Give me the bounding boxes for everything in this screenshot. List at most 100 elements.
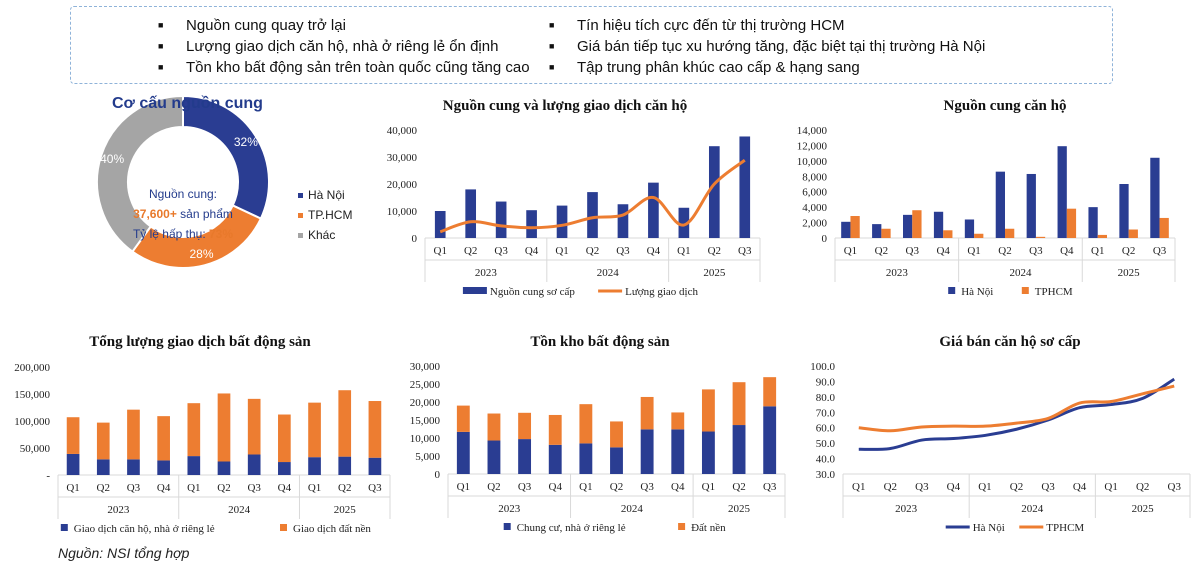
chart-title: Tổng lượng giao dịch bất động sản [89, 334, 311, 350]
x-tick-label: Q1 [66, 482, 79, 494]
bar [1035, 236, 1046, 238]
bar-segment [701, 431, 715, 474]
x-group-label: 2024 [621, 503, 644, 515]
bar [933, 211, 944, 238]
bar-segment [247, 398, 261, 455]
y-tick-label: 30.0 [816, 469, 836, 481]
bar-segment [247, 454, 261, 475]
bar [1026, 173, 1036, 238]
bar [872, 224, 882, 238]
bar-segment [368, 457, 382, 475]
legend-hanoi: Hà Nội [298, 188, 345, 202]
x-tick-label: Q4 [278, 482, 292, 494]
x-tick-label: Q2 [708, 245, 721, 257]
donut-slice-label: 40% [100, 152, 124, 166]
bar-segment [671, 412, 685, 430]
x-group-label: 2025 [1132, 503, 1155, 515]
highlights-box: Nguồn cung quay trở lại Lượng giao dịch … [70, 6, 1113, 84]
y-tick-label: 30,000 [410, 361, 441, 373]
bar-segment [732, 382, 746, 426]
y-tick-label: 100.0 [810, 361, 835, 373]
x-tick-label: Q2 [732, 481, 745, 493]
bar-segment [763, 406, 777, 474]
y-tick-label: 40.0 [816, 454, 836, 466]
highlight-item: Nguồn cung quay trở lại [158, 17, 346, 34]
legend-swatch [1021, 287, 1029, 294]
x-tick-label: Q3 [1153, 245, 1167, 257]
bar-segment [96, 422, 110, 460]
x-tick-label: Q1 [1104, 481, 1117, 493]
legend-swatch [678, 523, 686, 530]
x-tick-label: Q2 [586, 245, 599, 257]
legend-swatch [503, 523, 511, 530]
y-tick-label: 50.0 [816, 438, 836, 450]
x-tick-label: Q3 [1041, 481, 1055, 493]
legend-swatch [60, 524, 68, 531]
x-tick-label: Q2 [217, 482, 230, 494]
x-group-label: 2024 [1021, 503, 1044, 515]
x-tick-label: Q2 [1136, 481, 1149, 493]
y-tick-label: 10,000 [797, 156, 828, 168]
y-tick-label: 0 [412, 233, 418, 245]
x-tick-label: Q2 [875, 245, 888, 257]
x-group-label: 2023 [498, 503, 521, 515]
x-tick-label: Q3 [738, 245, 752, 257]
x-tick-label: Q4 [947, 481, 961, 493]
bar [495, 201, 507, 238]
bar [708, 146, 720, 238]
bar-segment [763, 377, 777, 407]
x-tick-label: Q3 [616, 245, 630, 257]
legend-label: Chung cư, nhà ở riêng lẻ [517, 522, 626, 534]
x-tick-label: Q1 [579, 481, 592, 493]
x-tick-label: Q4 [157, 482, 171, 494]
x-group-label: 2025 [334, 504, 357, 516]
bar [1066, 208, 1077, 238]
legend-label: Đất nền [691, 522, 726, 534]
x-tick-label: Q3 [127, 482, 141, 494]
y-tick-label: 40,000 [387, 125, 418, 137]
source-note: Nguồn: NSI tổng hợp [58, 545, 190, 561]
bar [1150, 157, 1160, 238]
x-tick-label: Q3 [1029, 245, 1043, 257]
bar-segment [610, 421, 623, 448]
bar [903, 214, 913, 238]
x-tick-label: Q1 [967, 245, 980, 257]
x-group-label: 2023 [886, 267, 909, 279]
y-tick-label: 60.0 [816, 423, 836, 435]
bar [995, 171, 1005, 238]
y-tick-label: 15,000 [410, 415, 441, 427]
x-tick-label: Q2 [487, 481, 500, 493]
donut-center-label: Nguồn cung: [148, 187, 218, 201]
bar-segment [338, 456, 352, 475]
x-tick-label: Q4 [549, 481, 563, 493]
bar [1088, 207, 1098, 238]
bar [850, 216, 860, 238]
x-tick-label: Q1 [852, 481, 865, 493]
x-tick-label: Q2 [998, 245, 1011, 257]
bar-segment [127, 459, 140, 475]
supply-value: 37,600+ [133, 207, 177, 221]
donut-slice-label: 32% [234, 135, 258, 149]
bar [964, 219, 975, 238]
bar [943, 230, 953, 238]
bar-segment [308, 402, 321, 458]
bar-segment [96, 459, 110, 475]
bar [1057, 146, 1067, 238]
series-line [858, 377, 1176, 451]
donut-slice-label: 28% [190, 247, 214, 261]
x-tick-label: Q3 [368, 482, 382, 494]
x-tick-label: Q1 [702, 481, 715, 493]
legend-label: TPHCM [1035, 286, 1073, 298]
bar-segment [640, 429, 654, 474]
y-tick-label: 14,000 [797, 125, 828, 137]
y-tick-label: 150,000 [14, 389, 50, 401]
y-tick-label: 6,000 [802, 187, 827, 199]
x-tick-label: Q2 [1010, 481, 1023, 493]
bar [912, 210, 922, 238]
legend-label: Lượng giao dịch [625, 286, 698, 298]
x-tick-label: Q2 [1122, 245, 1135, 257]
bar [648, 182, 659, 238]
y-tick-label: 10,000 [410, 433, 441, 445]
y-tick-label: 0 [435, 469, 441, 481]
x-group-label: 2025 [728, 503, 751, 515]
